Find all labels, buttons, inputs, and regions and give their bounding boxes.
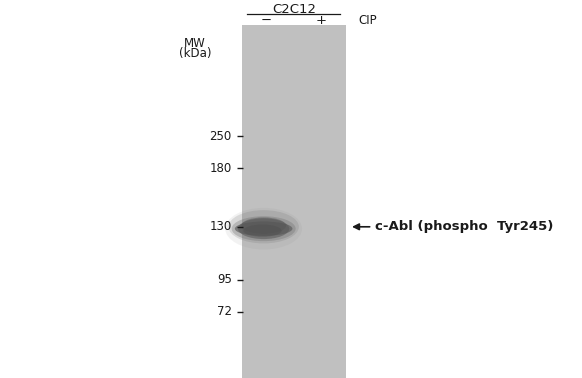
Text: −: −	[261, 14, 272, 27]
Ellipse shape	[225, 208, 302, 249]
Text: (kDa): (kDa)	[179, 47, 211, 60]
Text: +: +	[316, 14, 327, 27]
Text: 130: 130	[210, 220, 232, 233]
Bar	[242, 25, 346, 378]
Text: 72: 72	[217, 305, 232, 318]
Ellipse shape	[235, 222, 293, 236]
Ellipse shape	[241, 217, 286, 234]
Text: MW: MW	[184, 37, 206, 50]
Ellipse shape	[232, 216, 296, 241]
Text: 95: 95	[217, 273, 232, 286]
Ellipse shape	[228, 210, 299, 243]
Ellipse shape	[243, 224, 282, 237]
Text: 180: 180	[210, 162, 232, 175]
Text: 250: 250	[210, 130, 232, 143]
Text: c-Abl (phospho  Tyr245): c-Abl (phospho Tyr245)	[375, 220, 553, 233]
Ellipse shape	[238, 218, 289, 239]
Text: C2C12: C2C12	[272, 3, 316, 16]
Text: CIP: CIP	[358, 14, 377, 27]
